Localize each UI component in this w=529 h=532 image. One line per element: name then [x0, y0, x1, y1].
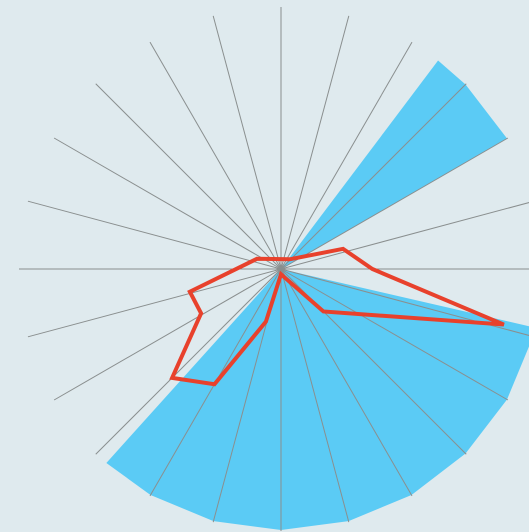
- spoke: [95, 268, 282, 455]
- spoke: [280, 41, 413, 270]
- spoke: [280, 268, 413, 497]
- spoke: [53, 137, 282, 270]
- spoke: [280, 268, 350, 523]
- area: [106, 269, 529, 530]
- spoke: [280, 268, 509, 401]
- spoke: [280, 83, 467, 270]
- spoke: [280, 15, 350, 270]
- spoke: [212, 15, 282, 270]
- radar-line: [169, 246, 505, 387]
- spoke: [53, 268, 282, 401]
- spoke: [280, 137, 509, 270]
- spoke: [27, 268, 282, 338]
- area: [281, 60, 508, 269]
- spoke: [280, 202, 529, 270]
- spoke: [95, 83, 282, 270]
- spoke: [27, 200, 282, 270]
- spoke: [149, 41, 282, 270]
